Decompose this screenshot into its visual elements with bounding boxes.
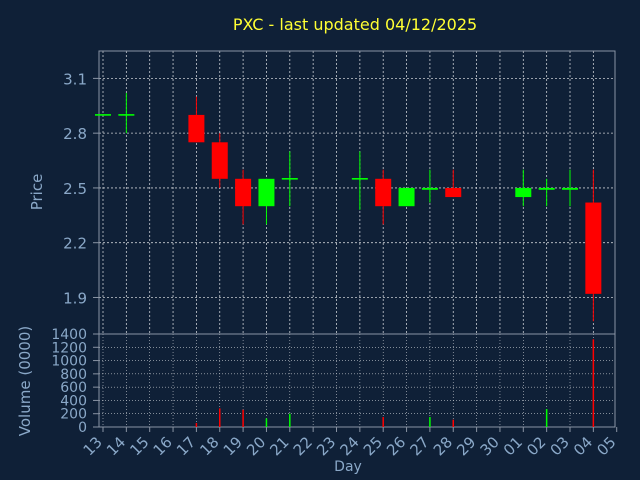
volume-axis-label: Volume (0000) — [16, 326, 34, 436]
candle-body — [258, 178, 275, 207]
volume-y-tick-label: 400 — [60, 393, 87, 409]
candle-body — [375, 178, 392, 207]
candle-body — [421, 187, 438, 190]
price-y-tick-label: 2.2 — [63, 235, 87, 253]
candle-body — [211, 142, 228, 179]
candle-body — [351, 178, 368, 180]
price-y-tick-label: 1.9 — [63, 289, 87, 307]
volume-bar-02 — [545, 409, 548, 427]
candle-01 — [515, 169, 532, 207]
volume-bar-28 — [452, 419, 454, 427]
candle-27 — [421, 169, 438, 203]
volume-bar-27 — [429, 417, 431, 427]
candle-body — [445, 187, 462, 198]
volume-bar-04 — [592, 339, 595, 427]
candle-body — [95, 114, 111, 116]
candle-body — [188, 114, 205, 143]
candle-26 — [398, 187, 415, 207]
x-axis-label: Day — [334, 459, 362, 475]
candle-body — [118, 114, 135, 116]
volume-y-tick-label: 0 — [78, 420, 87, 436]
volume-bar-25 — [382, 417, 384, 427]
volume-y-tick-label: 600 — [60, 380, 87, 396]
candle-28 — [445, 169, 462, 198]
candle-04 — [585, 169, 602, 322]
volume-y-tick-label: 1000 — [51, 354, 87, 370]
candle-19 — [235, 169, 252, 225]
candle-25 — [375, 169, 392, 225]
candle-body — [398, 187, 415, 207]
candles — [95, 92, 602, 322]
candle-body — [562, 187, 578, 190]
price-y-tick-label: 2.5 — [63, 180, 87, 198]
price-y-tick-label: 2.8 — [63, 125, 87, 143]
price-y-ticks: 1.9 2.2 2.5 2.8 3.1 — [63, 70, 99, 307]
volume-y-tick-label: 800 — [60, 367, 87, 383]
chart-title: PXC - last updated 04/12/2025 — [233, 15, 477, 34]
candle-18 — [211, 133, 228, 188]
volume-bar-19 — [242, 409, 244, 427]
volume-y-tick-label: 200 — [60, 407, 87, 423]
price-y-tick-label: 3.1 — [63, 70, 87, 88]
candle-body — [515, 187, 532, 198]
volume-bars — [195, 339, 595, 427]
price-axis-label: Price — [28, 174, 46, 211]
candle-24 — [351, 151, 368, 210]
candle-21 — [281, 151, 298, 207]
candle-body — [538, 187, 555, 190]
candle-14 — [118, 92, 135, 134]
volume-panel-frame — [98, 333, 616, 428]
volume-bar-20 — [265, 418, 268, 427]
volume-bar-18 — [219, 408, 221, 427]
candle-body — [585, 202, 602, 294]
candle-03 — [562, 169, 578, 207]
candle-02 — [538, 178, 555, 207]
candle-13 — [95, 114, 111, 116]
volume-y-tick-label: 1400 — [51, 327, 87, 343]
volume-bar-17 — [195, 423, 198, 427]
candle-body — [235, 178, 252, 207]
volume-bar-21 — [289, 413, 291, 427]
candle-body — [281, 178, 298, 180]
candle-17 — [188, 96, 205, 143]
candle-20 — [258, 178, 275, 225]
volume-y-tick-label: 1200 — [51, 340, 87, 356]
